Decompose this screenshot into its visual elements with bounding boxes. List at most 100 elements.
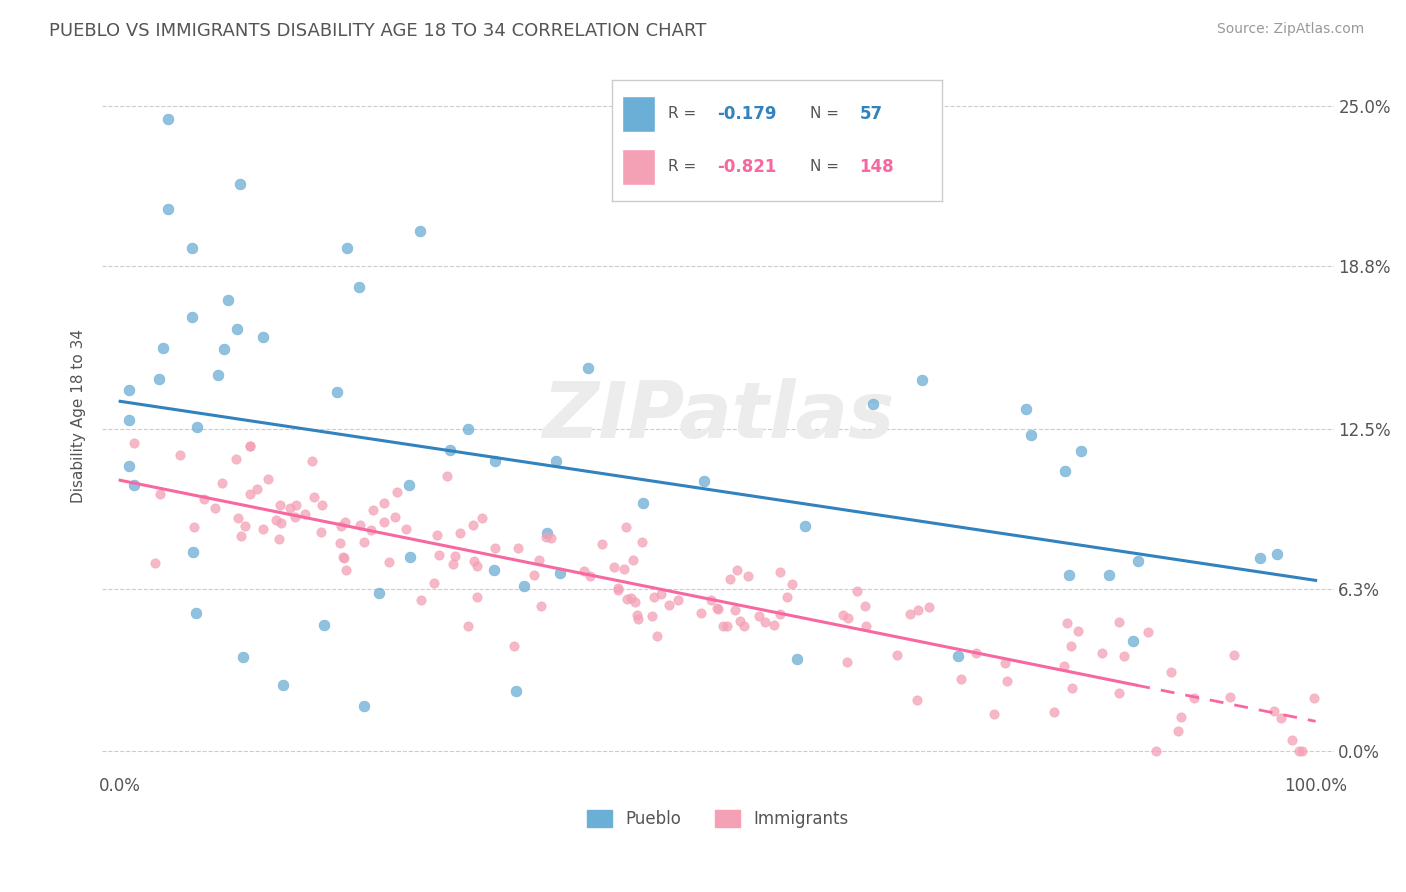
Point	[184, 606, 207, 620]
Point	[730, 614, 752, 628]
Text: ZIPatlas: ZIPatlas	[541, 378, 894, 454]
Point	[465, 591, 488, 605]
Point	[540, 531, 562, 545]
Point	[484, 541, 506, 556]
Point	[360, 523, 382, 537]
Point	[204, 501, 226, 516]
Point	[1122, 634, 1144, 648]
Point	[835, 655, 858, 669]
Point	[607, 583, 630, 598]
Point	[513, 578, 536, 592]
Point	[1043, 706, 1066, 720]
Point	[411, 593, 433, 607]
Point	[831, 607, 853, 622]
Point	[398, 478, 420, 492]
Point	[780, 577, 803, 591]
Point	[233, 519, 256, 533]
Point	[546, 454, 568, 468]
Point	[1014, 402, 1036, 417]
Point	[169, 449, 191, 463]
Point	[620, 591, 643, 606]
Point	[886, 648, 908, 663]
Point	[239, 439, 262, 453]
Point	[1019, 427, 1042, 442]
Point	[239, 439, 262, 453]
Point	[409, 224, 432, 238]
Point	[1057, 567, 1080, 582]
Point	[231, 529, 253, 543]
Y-axis label: Disability Age 18 to 34: Disability Age 18 to 34	[72, 329, 86, 503]
Point	[284, 499, 307, 513]
Point	[183, 519, 205, 533]
Point	[118, 458, 141, 473]
Point	[225, 452, 247, 467]
Text: N =: N =	[810, 160, 844, 175]
Point	[270, 516, 292, 530]
Point	[700, 593, 723, 607]
Point	[384, 509, 406, 524]
Point	[1114, 649, 1136, 664]
Point	[1263, 704, 1285, 718]
Point	[117, 383, 139, 397]
Point	[1062, 681, 1084, 695]
Point	[347, 279, 370, 293]
Point	[948, 648, 970, 663]
Point	[627, 612, 650, 626]
Point	[621, 553, 644, 567]
Text: -0.821: -0.821	[717, 158, 776, 176]
Point	[484, 454, 506, 468]
Point	[690, 606, 713, 620]
Point	[1170, 710, 1192, 724]
Point	[527, 552, 550, 566]
Point	[949, 673, 972, 687]
Point	[576, 361, 599, 376]
Point	[148, 372, 170, 386]
Point	[228, 511, 250, 525]
Point	[439, 442, 461, 457]
Point	[762, 618, 785, 632]
Point	[441, 557, 464, 571]
Text: PUEBLO VS IMMIGRANTS DISABILITY AGE 18 TO 34 CORRELATION CHART: PUEBLO VS IMMIGRANTS DISABILITY AGE 18 T…	[49, 22, 707, 40]
Point	[394, 522, 416, 536]
Point	[225, 321, 247, 335]
Point	[271, 678, 294, 692]
Point	[607, 581, 630, 595]
Point	[911, 373, 934, 387]
Point	[579, 569, 602, 583]
Point	[983, 707, 1005, 722]
Point	[1303, 691, 1326, 706]
Point	[658, 599, 681, 613]
Point	[332, 550, 354, 565]
Point	[373, 496, 395, 510]
Point	[650, 586, 672, 600]
Point	[228, 177, 250, 191]
Point	[862, 396, 884, 410]
Point	[311, 498, 333, 512]
Point	[335, 563, 357, 577]
Point	[211, 476, 233, 491]
Point	[1056, 616, 1078, 631]
Point	[769, 607, 792, 621]
Point	[217, 293, 239, 307]
Point	[626, 607, 648, 622]
Point	[1108, 686, 1130, 700]
Point	[269, 499, 291, 513]
Point	[426, 528, 449, 542]
Point	[724, 603, 747, 617]
Point	[252, 329, 274, 343]
Point	[503, 639, 526, 653]
Point	[471, 511, 494, 525]
Point	[1182, 691, 1205, 706]
Point	[457, 618, 479, 632]
Point	[643, 590, 665, 604]
Point	[1091, 646, 1114, 660]
Point	[309, 524, 332, 539]
Point	[1281, 733, 1303, 747]
Point	[186, 420, 208, 434]
Point	[1144, 744, 1167, 758]
Point	[505, 684, 527, 698]
Point	[302, 490, 325, 504]
Bar	[621, 149, 655, 185]
Point	[326, 385, 349, 400]
Point	[1223, 648, 1246, 662]
